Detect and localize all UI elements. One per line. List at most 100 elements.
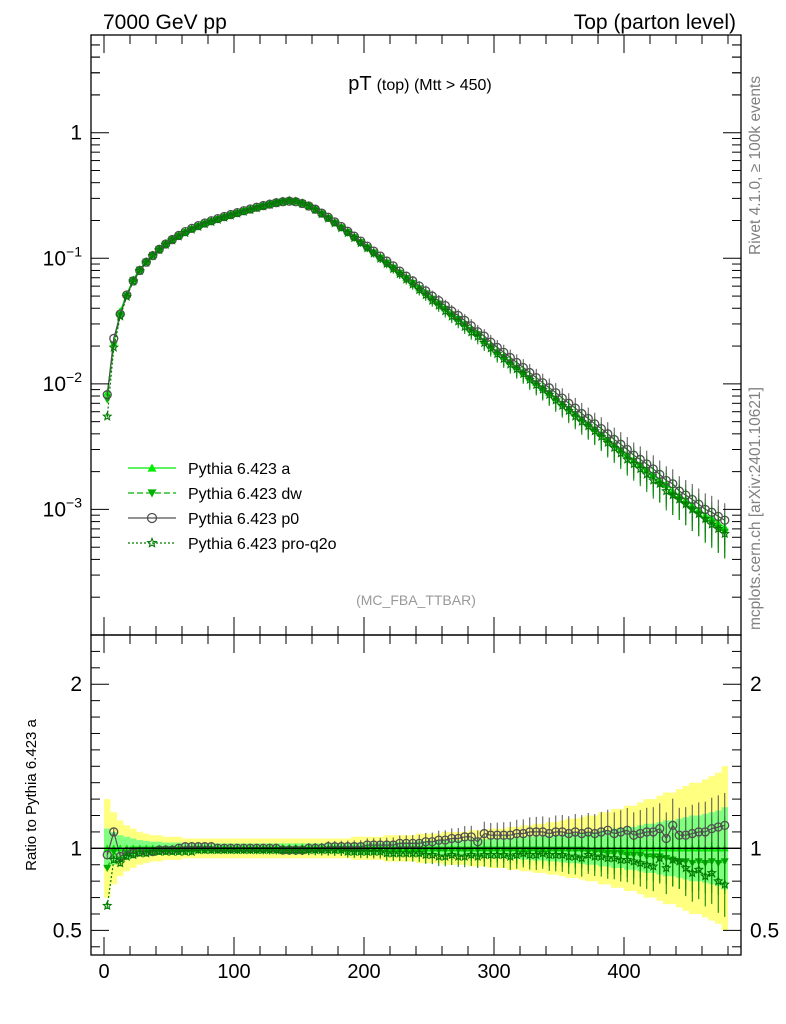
ratio-point	[570, 827, 580, 837]
legend-marker	[147, 463, 157, 472]
data-point	[531, 379, 542, 390]
ratio-point	[570, 851, 581, 861]
data-point	[323, 213, 334, 223]
ratio-y-tick-label-right: 2	[750, 673, 762, 696]
data-point	[505, 358, 516, 369]
ratio-point	[674, 856, 685, 866]
legend-item-2: Pythia 6.423 p0	[128, 511, 299, 528]
ratio-frame	[90, 634, 742, 956]
ratio-point	[505, 851, 516, 861]
y-tick-label: 10−2	[43, 369, 83, 396]
ratio-point	[512, 828, 522, 839]
ratio-point	[576, 852, 587, 863]
ratio-point	[622, 825, 632, 835]
ratio-point	[518, 828, 528, 839]
ratio-y-tick-label-right: 0.5	[750, 919, 779, 942]
data-point	[264, 199, 275, 210]
ratio-point	[720, 820, 730, 831]
ratio-point	[414, 847, 425, 858]
data-point	[427, 295, 438, 306]
data-point	[290, 196, 301, 207]
ratio-point	[557, 827, 567, 837]
ratio-point	[564, 828, 574, 839]
series-line-3	[106, 200, 726, 535]
x-tick-label: 400	[607, 961, 640, 983]
legend-marker	[146, 537, 158, 548]
ratio-point	[661, 862, 672, 873]
data-point	[602, 437, 613, 448]
ratio-point	[531, 827, 541, 837]
ratio-series-group	[91, 766, 741, 931]
ratio-point	[492, 830, 502, 840]
ratio-point	[713, 822, 723, 832]
data-point	[219, 211, 230, 222]
data-point	[654, 478, 665, 489]
data-point	[102, 390, 112, 400]
data-point	[310, 204, 321, 215]
ratio-point	[641, 859, 652, 870]
ratio-point	[622, 854, 633, 865]
ratio-point	[648, 860, 659, 871]
data-point	[479, 337, 490, 348]
legend-label: Pythia 6.423 dw	[188, 486, 302, 503]
ratio-point	[596, 851, 607, 861]
data-point	[199, 218, 210, 229]
ratio-point	[511, 849, 522, 860]
data-point	[394, 268, 405, 279]
ratio-point	[486, 830, 496, 840]
data-point	[524, 374, 535, 385]
data-point	[388, 263, 399, 274]
ratio-y-tick-label: 0.5	[53, 919, 82, 942]
ratio-point	[466, 832, 476, 842]
data-point	[206, 216, 217, 227]
data-point	[245, 204, 256, 215]
ratio-ylabel: Ratio to Pythia 6.423 a	[23, 718, 40, 870]
analysis-watermark: (MC_FBA_TTBAR)	[356, 592, 476, 608]
legend: Pythia 6.423 a Pythia 6.423 dw Pythia 6.42…	[128, 461, 337, 553]
data-point	[329, 217, 340, 228]
data-point	[485, 342, 496, 353]
ratio-panel: 0.5 0.5 1 1 2 2 0 100 200 300 400 Ratio to Pythia …	[23, 634, 779, 983]
data-point	[719, 528, 730, 539]
data-point	[544, 389, 555, 400]
ratio-point	[668, 820, 678, 831]
data-point	[667, 489, 678, 500]
ratio-point	[713, 875, 724, 886]
ratio-point	[472, 851, 483, 861]
data-point	[498, 353, 509, 364]
legend-marker	[147, 489, 157, 498]
ratio-point	[498, 849, 509, 860]
data-point	[401, 273, 412, 284]
data-point	[583, 420, 594, 431]
x-tick-label: 300	[477, 961, 510, 983]
ratio-point	[557, 849, 568, 860]
data-point	[453, 315, 464, 326]
ratio-point	[583, 849, 594, 860]
ratio-point	[609, 852, 620, 863]
data-point	[232, 208, 243, 218]
data-point	[316, 208, 327, 219]
data-point	[134, 265, 145, 276]
data-point	[284, 195, 295, 206]
data-point	[641, 468, 652, 479]
data-point	[635, 463, 646, 474]
data-point	[674, 494, 685, 504]
ratio-point	[707, 823, 717, 834]
ratio-point	[635, 828, 645, 839]
ratio-point	[700, 870, 711, 881]
ratio-line-3	[106, 849, 726, 906]
data-point	[167, 234, 178, 245]
data-point	[550, 394, 561, 405]
ratio-point	[141, 847, 152, 858]
header-right: Top (parton level)	[574, 11, 736, 34]
x-tick-label: 100	[217, 961, 250, 983]
ratio-point	[642, 827, 652, 837]
data-point	[518, 368, 529, 379]
data-point	[173, 230, 184, 241]
data-point	[303, 200, 314, 211]
data-point	[238, 206, 249, 216]
rivet-label: Rivet 4.1.0, ≥ 100k events	[747, 76, 764, 255]
data-point	[258, 200, 269, 211]
data-point	[706, 518, 717, 529]
